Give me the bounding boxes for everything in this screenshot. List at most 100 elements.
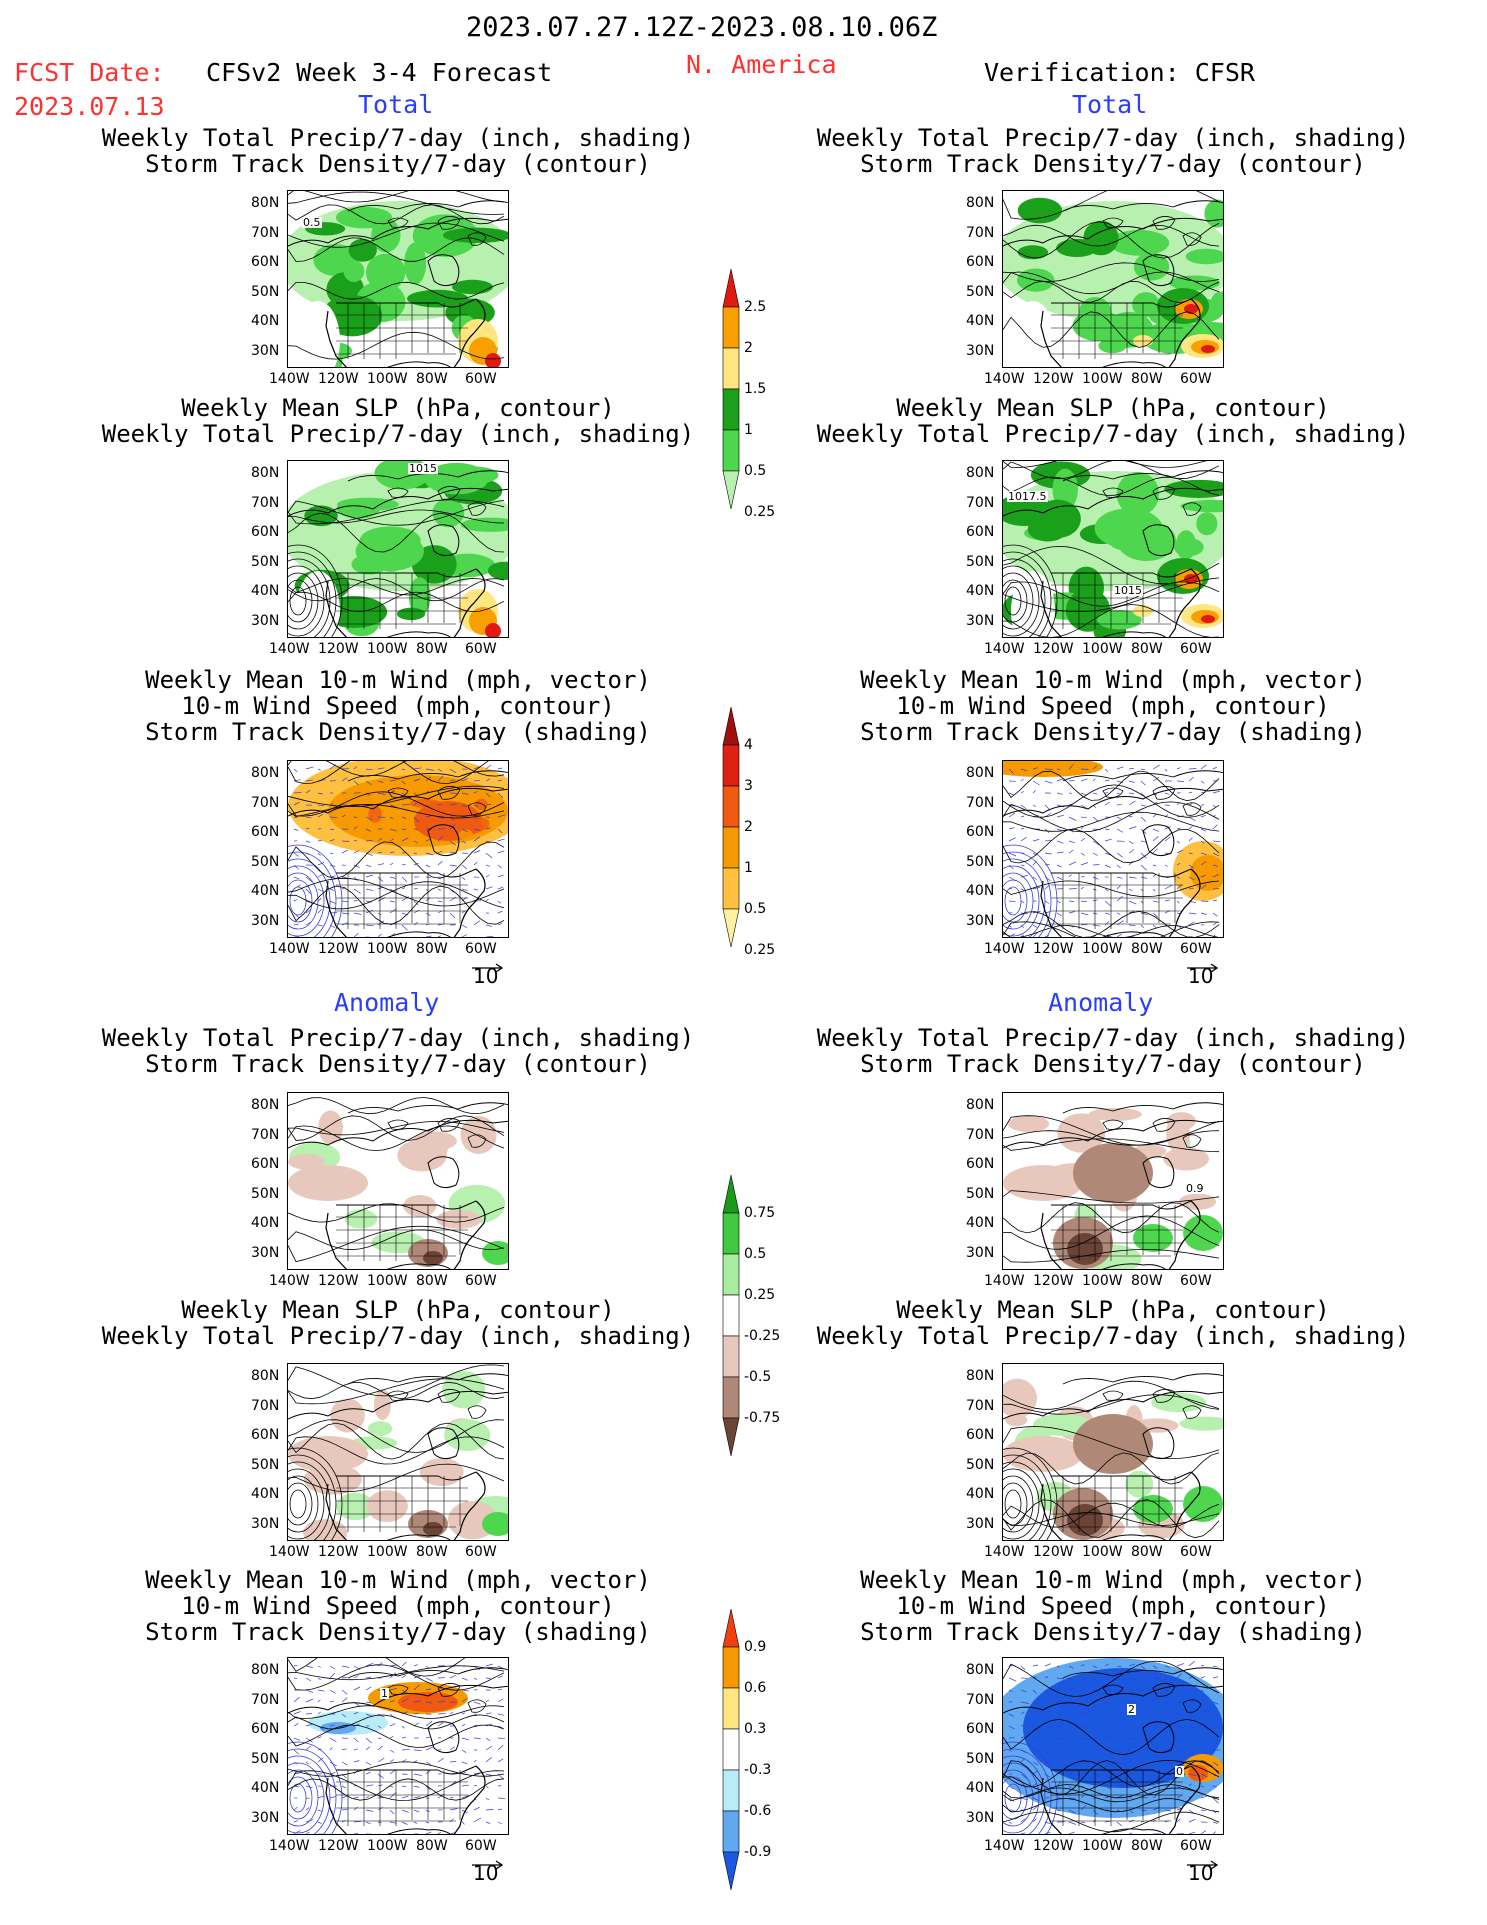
lat-tick-label: 50N	[966, 1185, 995, 1202]
colorbar-tick-label: -0.5	[744, 1369, 772, 1385]
lat-tick-label: 60N	[966, 1427, 995, 1443]
lat-tick-label: 30N	[251, 1809, 280, 1826]
lon-tick-label: 140W	[269, 641, 310, 657]
colorbar-tick-label: 0.25	[744, 1287, 776, 1303]
lat-tick-label: 80N	[966, 195, 995, 211]
lat-tick-label: 70N	[251, 1691, 280, 1708]
lon-tick-label: 60W	[1180, 1544, 1212, 1560]
lat-tick-label: 80N	[966, 765, 995, 781]
vector-reference-arrow	[1186, 1851, 1220, 1875]
lon-tick-label: 80W	[1131, 1838, 1163, 1854]
lon-tick-label: 140W	[269, 1544, 310, 1560]
lon-tick-label: 100W	[1082, 1544, 1123, 1560]
lon-tick-label: 100W	[367, 641, 408, 657]
panel-title-0-5-0: Weekly Mean 10-m Wind (mph, vector)	[145, 1566, 651, 1594]
map-svg	[288, 1658, 508, 1834]
lat-tick-label: 60N	[251, 1721, 280, 1737]
lon-tick-label: 100W	[1082, 1273, 1123, 1289]
panel-title-0-4-0: Weekly Mean SLP (hPa, contour)	[181, 1296, 615, 1324]
lat-tick-label: 70N	[251, 794, 280, 811]
lat-tick-label: 60N	[966, 824, 995, 840]
section-anomaly-left: Anomaly	[334, 988, 440, 1017]
panel-title-1-4-0: Weekly Mean SLP (hPa, contour)	[896, 1296, 1330, 1324]
vector-reference-value: 10	[473, 1861, 499, 1885]
lat-tick-label: 80N	[966, 465, 995, 481]
colorbar-tick-label: 0.3	[744, 1721, 767, 1737]
lat-tick-label: 40N	[251, 583, 280, 599]
colorbar-tick-label: 0.25	[744, 942, 776, 958]
lon-tick-label: 60W	[1180, 941, 1212, 957]
lat-tick-label: 60N	[251, 1156, 280, 1172]
lon-tick-label: 100W	[367, 1273, 408, 1289]
period-title: 2023.07.27.12Z-2023.08.10.06Z	[466, 12, 938, 43]
lon-tick-label: 60W	[1180, 371, 1212, 387]
lat-tick-label: 60N	[251, 524, 280, 540]
lon-tick-label: 100W	[1082, 941, 1123, 957]
lon-tick-label: 80W	[416, 371, 448, 387]
lat-tick-label: 70N	[966, 1691, 995, 1708]
panel-title-1-3-1: Storm Track Density/7-day (contour)	[860, 1050, 1366, 1078]
map-svg	[288, 191, 508, 367]
lat-tick-label: 80N	[251, 765, 280, 781]
panel-title-1-4-1: Weekly Total Precip/7-day (inch, shading…	[816, 1322, 1410, 1350]
lat-tick-label: 80N	[251, 1368, 280, 1384]
lat-tick-label: 50N	[251, 1185, 280, 1202]
lon-tick-label: 100W	[1082, 641, 1123, 657]
lat-tick-label: 30N	[966, 1809, 995, 1826]
lat-tick-label: 30N	[966, 1515, 995, 1532]
panel-title-1-0-1: Storm Track Density/7-day (contour)	[860, 150, 1366, 178]
lon-tick-label: 120W	[318, 371, 359, 387]
panel-title-1-2-0: Weekly Mean 10-m Wind (mph, vector)	[860, 666, 1366, 694]
lat-tick-label: 80N	[251, 195, 280, 211]
colorbar-tick-label: -0.25	[744, 1328, 781, 1344]
fcst-date-label: FCST Date:	[14, 58, 165, 87]
map-panel-forecast-3	[287, 1092, 509, 1270]
lon-tick-label: 80W	[1131, 641, 1163, 657]
lat-tick-label: 30N	[966, 612, 995, 629]
colorbar-tick-label: 3	[744, 778, 753, 794]
colorbar-precip_anom	[722, 1174, 740, 1457]
lat-tick-label: 40N	[966, 1215, 995, 1231]
contour-label: 2	[1127, 1703, 1136, 1716]
lat-tick-label: 50N	[251, 853, 280, 870]
lat-tick-label: 40N	[251, 1215, 280, 1231]
panel-title-0-5-1: 10-m Wind Speed (mph, contour)	[181, 1592, 615, 1620]
lon-tick-label: 100W	[367, 941, 408, 957]
colorbar-tick-label: 0.9	[744, 1639, 767, 1655]
lat-tick-label: 50N	[966, 853, 995, 870]
lon-tick-label: 100W	[1082, 371, 1123, 387]
lon-tick-label: 140W	[984, 1544, 1025, 1560]
colorbar-storm_anom	[722, 1608, 740, 1895]
contour-label: 0	[1175, 1765, 1184, 1778]
lon-tick-label: 120W	[1033, 1273, 1074, 1289]
lat-tick-label: 60N	[966, 1156, 995, 1172]
lat-tick-label: 70N	[251, 1397, 280, 1414]
map-panel-verification-2	[1002, 760, 1224, 938]
lon-tick-label: 140W	[984, 1273, 1025, 1289]
colorbar-tick-label: -0.3	[744, 1762, 772, 1778]
lon-tick-label: 60W	[1180, 1838, 1212, 1854]
colorbar-tick-label: 0.75	[744, 1205, 776, 1221]
lon-tick-label: 60W	[465, 1544, 497, 1560]
map-panel-verification-4	[1002, 1363, 1224, 1541]
vector-reference-value: 10	[473, 964, 499, 988]
lon-tick-label: 60W	[465, 1838, 497, 1854]
lat-tick-label: 70N	[966, 494, 995, 511]
map-panel-verification-3: 0.9	[1002, 1092, 1224, 1270]
panel-title-0-3-1: Storm Track Density/7-day (contour)	[145, 1050, 651, 1078]
panel-title-1-1-1: Weekly Total Precip/7-day (inch, shading…	[816, 420, 1410, 448]
fcst-date-value: 2023.07.13	[14, 92, 165, 121]
map-panel-verification-0	[1002, 190, 1224, 368]
lat-tick-label: 40N	[966, 1780, 995, 1796]
lon-tick-label: 120W	[318, 641, 359, 657]
colorbar-tick-label: 1.5	[744, 381, 767, 397]
colorbar-tick-label: -0.9	[744, 1844, 772, 1860]
map-svg	[1003, 1102, 1223, 1269]
colorbar-storm_total	[722, 706, 740, 952]
vector-reference-arrow	[1186, 954, 1220, 978]
lat-tick-label: 30N	[251, 342, 280, 359]
lat-tick-label: 30N	[251, 1515, 280, 1532]
colorbar-precip_anom	[722, 1174, 740, 1461]
lat-tick-label: 40N	[966, 313, 995, 329]
contour-label: 1015	[408, 462, 438, 475]
